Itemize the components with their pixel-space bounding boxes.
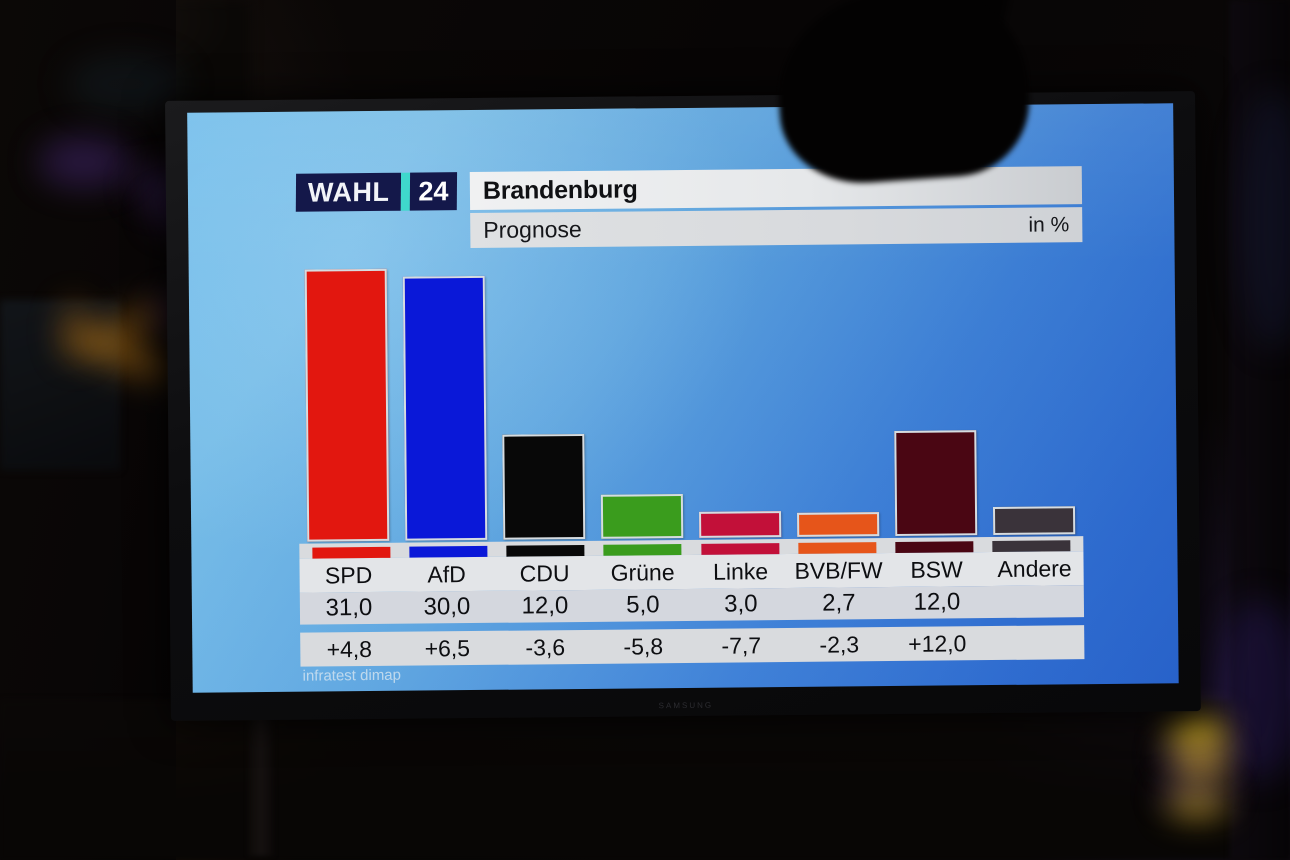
color-swatch-gr-ne <box>603 544 682 556</box>
bar-slot <box>985 506 1083 536</box>
party-value-cell: 12,0 <box>521 592 569 620</box>
equipment-right-pillar <box>1230 0 1290 860</box>
bar-bvb-fw <box>797 512 880 537</box>
party-value-cell: 5,0 <box>626 591 660 619</box>
party-name-cell: Linke <box>712 557 769 585</box>
color-swatch-bsw <box>895 541 974 553</box>
color-swatch-bvb-fw <box>798 542 877 554</box>
bar-linke <box>699 511 782 538</box>
swatch-cell <box>691 543 788 555</box>
bar-andere <box>992 506 1076 536</box>
party-change-cell: +4,8 <box>326 635 373 662</box>
bar-chart <box>297 244 1084 542</box>
party-change-cell: -5,8 <box>623 632 664 660</box>
bar-slot <box>691 511 789 538</box>
swatch-cell <box>594 544 691 556</box>
party-value-cell: 12,0 <box>913 588 961 616</box>
party-name-cell: Andere <box>997 554 1072 582</box>
party-name-cell: Grüne <box>610 558 675 586</box>
graphic-header: WAHL 24 Brandenburg Prognose in % <box>295 166 1107 249</box>
bar-slot <box>789 512 887 537</box>
monitor-stand <box>248 706 274 856</box>
party-value-cell: 30,0 <box>423 593 471 621</box>
swatch-cell <box>400 545 497 558</box>
party-name-cell: BVB/FW <box>794 556 883 584</box>
tv-screen: WAHL 24 Brandenburg Prognose in % SPD AfD… <box>187 103 1179 693</box>
bar-slot <box>297 268 398 542</box>
bar-spd <box>304 268 390 542</box>
subtitle-bar: Prognose in % <box>470 207 1083 249</box>
results-table: SPD AfD CDU Grüne Linke BVB/FW BSW Andere 31,0 3… <box>299 536 1085 667</box>
swatch-cell <box>983 540 1080 553</box>
unit-label: in % <box>1028 212 1070 237</box>
color-swatch-afd <box>409 545 488 558</box>
color-swatch-andere <box>992 540 1071 553</box>
wahl-logo-word: WAHL <box>295 172 402 212</box>
forecast-label: Prognose <box>483 215 582 243</box>
camera-silhouette <box>771 0 1035 189</box>
wahl-logo: WAHL 24 <box>295 172 457 212</box>
swatch-cell <box>886 541 983 553</box>
party-value-cell <box>986 601 1084 602</box>
bar-group <box>297 244 1084 542</box>
television-monitor: SAMSUNG WAHL 24 Brandenburg Prognose in … <box>165 91 1201 721</box>
party-change-cell <box>986 642 1084 643</box>
swatch-cell <box>789 542 886 554</box>
color-swatch-spd <box>311 546 391 559</box>
equipment-foreground-bottom <box>0 700 1290 860</box>
party-value-cell: 31,0 <box>325 593 373 622</box>
party-value-cell: 2,7 <box>822 589 856 617</box>
party-name-cell: CDU <box>519 559 570 587</box>
swatch-cell <box>302 546 399 559</box>
bar-slot <box>395 275 496 541</box>
party-change-cell: -2,3 <box>819 630 860 658</box>
party-change-cell: +12,0 <box>908 629 967 657</box>
party-change-row: +4,8 +6,5 -3,6 -5,8 -7,7 -2,3 +12,0 <box>300 625 1085 667</box>
party-name-cell: BSW <box>910 555 963 583</box>
state-title-bar: Brandenburg <box>469 166 1083 211</box>
bar-afd <box>402 275 488 541</box>
party-name-cell: SPD <box>324 561 373 588</box>
page-title: Brandenburg <box>482 174 638 205</box>
party-change-cell: +6,5 <box>424 634 471 661</box>
bar-slot <box>494 433 593 540</box>
swatch-cell <box>497 544 594 557</box>
bar-cdu <box>502 433 586 540</box>
party-change-cell: -3,6 <box>525 633 566 661</box>
tv-brand-label: SAMSUNG <box>658 700 714 711</box>
bar-slot <box>593 494 691 539</box>
party-value-row: 31,0 30,0 12,0 5,0 3,0 2,7 12,0 <box>299 585 1085 625</box>
wahl-logo-year: 24 <box>410 172 457 211</box>
bar-gr-ne <box>600 494 684 539</box>
wahl-logo-teal-divider <box>401 172 411 211</box>
bar-slot <box>886 430 985 536</box>
color-swatch-linke <box>700 543 780 555</box>
pollster-credit: infratest dimap <box>302 666 402 685</box>
bar-bsw <box>894 430 978 536</box>
color-swatch-cdu <box>506 544 585 557</box>
party-value-cell: 3,0 <box>724 590 758 618</box>
party-change-cell: -7,7 <box>721 631 762 659</box>
party-name-cell: AfD <box>427 560 466 587</box>
background-monitor-left <box>0 300 120 470</box>
